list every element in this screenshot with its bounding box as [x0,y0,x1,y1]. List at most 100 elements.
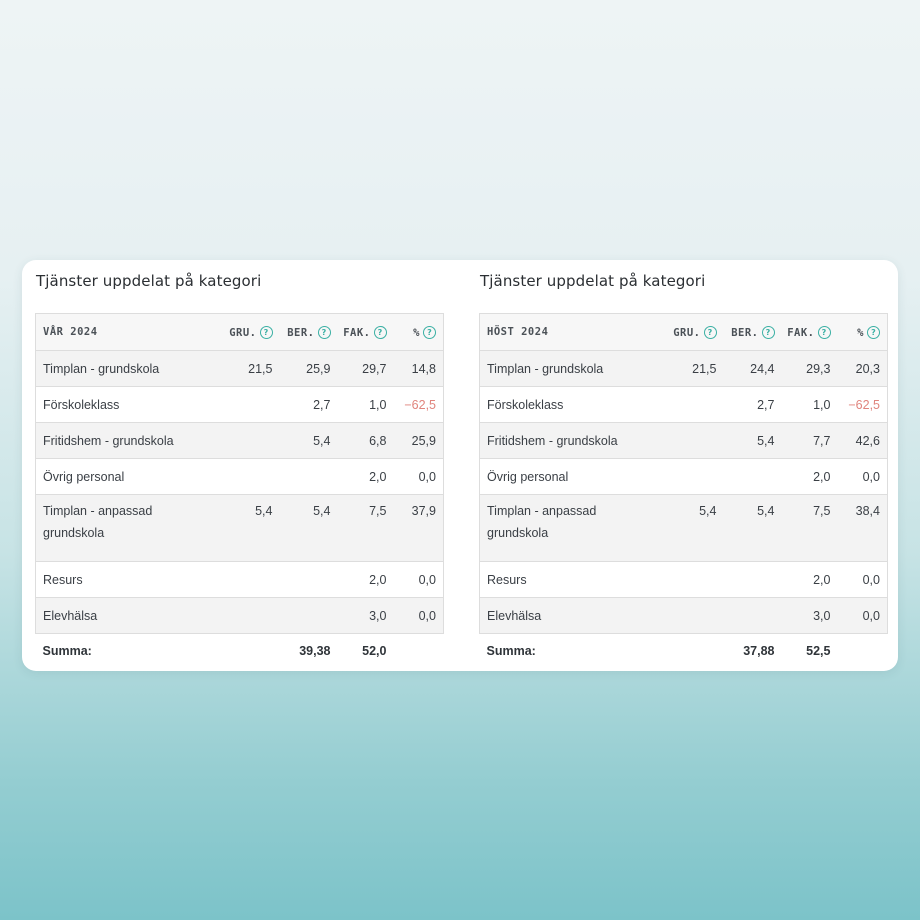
summary-row: Summa: 39,38 52,0 [35,633,444,668]
row-name: Timplan - grundskola [35,350,210,387]
cell-fak: 7,5 [337,494,394,562]
row-name: Förskoleklass [479,386,654,423]
table-row: Resurs 2,0 0,0 [479,561,888,598]
table-row: Timplan - grundskola 21,5 25,9 29,7 14,8 [35,350,444,387]
row-name: Elevhälsa [479,597,654,634]
cell-ber [723,561,782,598]
table-row: Elevhälsa 3,0 0,0 [35,597,444,634]
cell-ber [279,597,338,634]
table-row: Övrig personal 2,0 0,0 [479,458,888,495]
cell-percent: 42,6 [837,422,888,459]
column-header-fak: FAK.? [337,313,394,351]
cell-fak: 3,0 [337,597,394,634]
column-header-percent: %? [393,313,444,351]
table-header-row: VÅR 2024 GRU.? BER.? FAK.? %? [35,313,444,351]
cell-gru: 21,5 [653,350,724,387]
table-row: Timplan - anpassad grundskola 5,4 5,4 7,… [35,494,444,562]
help-circle-icon[interactable]: ? [423,325,436,339]
cell-fak: 3,0 [781,597,838,634]
cell-ber: 5,4 [279,494,338,562]
table-row: Fritidshem - grundskola 5,4 6,8 25,9 [35,422,444,459]
cell-percent: 38,4 [837,494,888,562]
cell-gru: 21,5 [209,350,280,387]
cell-gru: 5,4 [209,494,280,562]
panel-title: Tjänster uppdelat på kategori [480,272,706,290]
cell-gru [653,458,724,495]
summary-gru [653,633,724,668]
summary-ber: 39,38 [279,633,338,668]
cell-ber: 25,9 [279,350,338,387]
row-name: Timplan - grundskola [479,350,654,387]
column-header-ber: BER.? [279,313,338,351]
table-row: Timplan - grundskola 21,5 24,4 29,3 20,3 [479,350,888,387]
cell-ber: 2,7 [279,386,338,423]
category-table-autumn: HÖST 2024 GRU.? BER.? FAK.? %? Timplan -… [479,313,888,668]
cell-gru [209,386,280,423]
row-name: Resurs [35,561,210,598]
cell-gru [653,597,724,634]
summary-label: Summa: [479,633,654,668]
cell-ber: 5,4 [723,494,782,562]
help-circle-icon[interactable]: ? [317,325,331,339]
summary-percent [393,633,444,668]
cell-ber: 5,4 [279,422,338,459]
column-header-ber: BER.? [723,313,782,351]
period-header: HÖST 2024 [479,313,654,351]
cell-ber [723,458,782,495]
summary-row: Summa: 37,88 52,5 [479,633,888,668]
table-row: Resurs 2,0 0,0 [35,561,444,598]
help-circle-icon[interactable]: ? [817,325,831,339]
table-row: Elevhälsa 3,0 0,0 [479,597,888,634]
table-row: Fritidshem - grundskola 5,4 7,7 42,6 [479,422,888,459]
column-header-percent: %? [837,313,888,351]
column-header-gru: GRU.? [209,313,280,351]
cell-percent: 0,0 [393,597,444,634]
row-name: Fritidshem - grundskola [479,422,654,459]
period-header: VÅR 2024 [35,313,210,351]
summary-fak: 52,5 [781,633,838,668]
row-name: Timplan - anpassad grundskola [35,494,210,562]
cell-fak: 29,3 [781,350,838,387]
services-card: Tjänster uppdelat på kategori VÅR 2024 G… [22,260,898,671]
cell-percent: 0,0 [837,458,888,495]
cell-ber: 5,4 [723,422,782,459]
table-header-row: HÖST 2024 GRU.? BER.? FAK.? %? [479,313,888,351]
cell-gru [209,422,280,459]
help-circle-icon[interactable]: ? [761,325,775,339]
cell-fak: 6,8 [337,422,394,459]
cell-ber: 2,7 [723,386,782,423]
cell-percent: 20,3 [837,350,888,387]
table-row: Förskoleklass 2,7 1,0 −62,5 [479,386,888,423]
cell-percent: 37,9 [393,494,444,562]
cell-percent: 25,9 [393,422,444,459]
table-row: Förskoleklass 2,7 1,0 −62,5 [35,386,444,423]
cell-percent: 0,0 [837,561,888,598]
table-row: Övrig personal 2,0 0,0 [35,458,444,495]
column-header-gru: GRU.? [653,313,724,351]
cell-gru [653,422,724,459]
row-name: Elevhälsa [35,597,210,634]
row-name: Övrig personal [35,458,210,495]
summary-label: Summa: [35,633,210,668]
help-circle-icon[interactable]: ? [867,325,880,339]
cell-fak: 2,0 [337,561,394,598]
help-circle-icon[interactable]: ? [703,325,717,339]
summary-percent [837,633,888,668]
cell-gru [653,386,724,423]
summary-ber: 37,88 [723,633,782,668]
summary-gru [209,633,280,668]
row-name: Fritidshem - grundskola [35,422,210,459]
help-circle-icon[interactable]: ? [373,325,387,339]
panel-title: Tjänster uppdelat på kategori [36,272,262,290]
cell-fak: 2,0 [337,458,394,495]
row-name: Övrig personal [479,458,654,495]
cell-fak: 7,5 [781,494,838,562]
cell-ber: 24,4 [723,350,782,387]
cell-fak: 1,0 [781,386,838,423]
cell-fak: 29,7 [337,350,394,387]
cell-percent: 0,0 [837,597,888,634]
cell-ber [279,458,338,495]
help-circle-icon[interactable]: ? [259,325,273,339]
cell-percent: 14,8 [393,350,444,387]
cell-percent-negative: −62,5 [393,386,444,423]
